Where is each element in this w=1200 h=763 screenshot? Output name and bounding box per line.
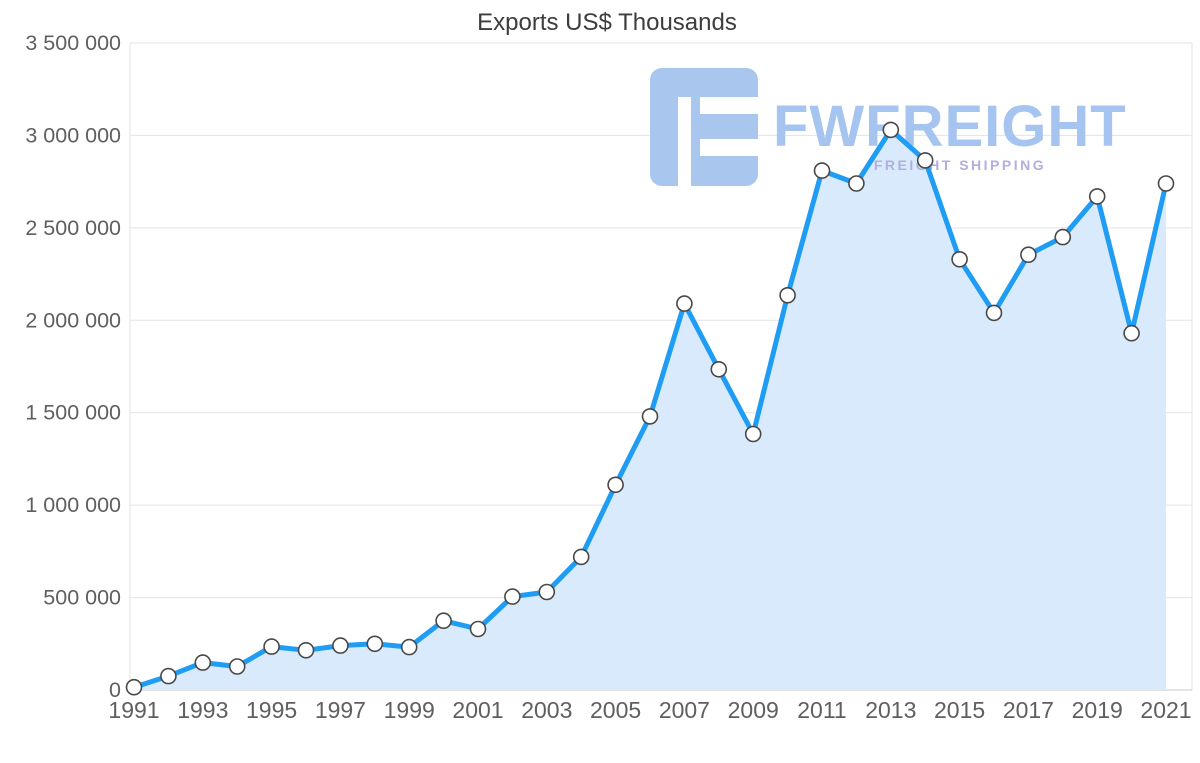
y-axis-tick-label: 0: [109, 678, 121, 702]
data-point-marker[interactable]: [779, 286, 796, 304]
data-point-marker[interactable]: [744, 425, 762, 443]
y-axis-tick-label: 2 000 000: [25, 308, 121, 332]
data-point-marker[interactable]: [951, 250, 968, 268]
data-point-marker[interactable]: [366, 635, 384, 653]
y-axis-labels: 0 500 000 1 000 000 1 500 000 2 000 000 2 500…: [25, 31, 121, 702]
x-axis-tick-label: 1995: [246, 697, 297, 723]
chart-title: Exports US$ Thousands: [477, 9, 737, 36]
data-point-marker[interactable]: [572, 548, 590, 566]
x-axis-tick-label: 1993: [177, 697, 228, 723]
data-point-marker[interactable]: [1123, 324, 1140, 342]
data-point-marker[interactable]: [228, 658, 246, 675]
data-point-marker[interactable]: [1157, 175, 1175, 192]
data-point-marker[interactable]: [607, 476, 624, 494]
x-axis-tick-label: 2003: [521, 697, 572, 723]
data-point-marker[interactable]: [848, 175, 865, 192]
y-axis-tick-label: 3 500 000: [25, 31, 121, 55]
data-point-marker[interactable]: [1020, 246, 1037, 263]
data-point-marker[interactable]: [194, 654, 212, 671]
data-point-marker[interactable]: [400, 638, 418, 656]
data-point-marker[interactable]: [882, 121, 900, 139]
logo-square: [650, 68, 758, 186]
data-point-marker[interactable]: [435, 612, 452, 630]
x-axis-tick-label: 2011: [797, 697, 846, 723]
data-point-marker[interactable]: [676, 295, 693, 312]
x-axis-tick-label: 2007: [659, 697, 710, 723]
x-axis-tick-label: 2021: [1140, 697, 1191, 723]
logo-cut-bottom: [700, 139, 758, 156]
data-point-marker[interactable]: [1054, 228, 1072, 246]
x-axis-tick-label: 2009: [728, 697, 779, 723]
x-axis-tick-label: 1999: [384, 697, 435, 723]
logo-cut-vertical: [678, 97, 691, 186]
logo-cut-top: [700, 97, 758, 114]
x-axis-tick-label: 2015: [934, 697, 985, 723]
y-axis-tick-label: 1 000 000: [25, 493, 121, 517]
data-point-marker[interactable]: [297, 641, 315, 659]
watermark: FWFREIGHT FREIGHT SHIPPING: [650, 68, 1127, 186]
x-axis-tick-label: 2013: [865, 697, 916, 723]
y-axis-tick-label: 500 000: [43, 586, 121, 610]
data-point-marker[interactable]: [538, 583, 556, 601]
data-point-marker[interactable]: [263, 638, 280, 655]
x-axis-tick-label: 2017: [1003, 697, 1054, 723]
watermark-brand-text: FWFREIGHT: [773, 94, 1127, 159]
data-point-marker[interactable]: [1088, 188, 1106, 205]
x-axis-tick-label: 1997: [315, 697, 366, 723]
data-point-marker[interactable]: [916, 152, 934, 169]
data-point-marker[interactable]: [469, 620, 487, 638]
data-point-marker[interactable]: [641, 408, 659, 425]
y-axis-tick-label: 1 500 000: [25, 401, 121, 425]
x-axis-tick-label: 1991: [108, 697, 159, 723]
data-point-marker[interactable]: [125, 678, 143, 696]
y-axis-tick-label: 3 000 000: [25, 123, 121, 147]
data-point-marker[interactable]: [985, 304, 1003, 322]
watermark-tagline-text: FREIGHT SHIPPING: [874, 157, 1046, 173]
x-axis-tick-label: 2001: [452, 697, 503, 723]
x-axis-tick-label: 2005: [590, 697, 641, 723]
data-point-marker[interactable]: [813, 162, 831, 179]
fwfreight-logo-icon: [650, 68, 758, 186]
x-axis-tick-label: 2019: [1072, 697, 1123, 723]
data-point-marker[interactable]: [504, 588, 521, 605]
data-point-marker[interactable]: [160, 667, 177, 685]
data-point-marker[interactable]: [332, 637, 349, 654]
chart-area-fill: [134, 129, 1166, 690]
data-point-marker[interactable]: [710, 360, 728, 378]
marker-layer: [125, 121, 1175, 696]
y-axis-tick-label: 2 500 000: [25, 216, 121, 240]
x-axis-labels: 1991 1993 1995 1997 1999 2001 2003 2005 2007 2009…: [108, 697, 1191, 723]
